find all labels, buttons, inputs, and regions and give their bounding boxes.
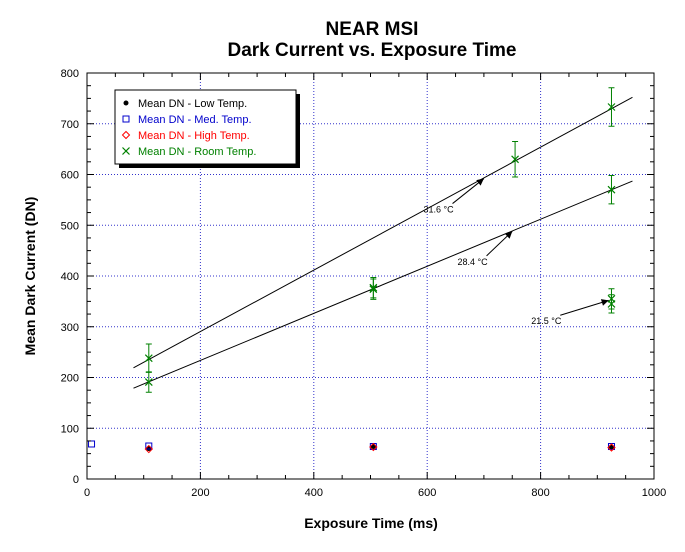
point-med-temp bbox=[88, 440, 96, 448]
y-tick-label: 0 bbox=[73, 474, 79, 486]
annotation-label: 21.5 °C bbox=[531, 316, 562, 326]
point-low-temp bbox=[123, 100, 129, 106]
point-room-temp bbox=[144, 378, 153, 386]
point-room-temp bbox=[144, 354, 153, 363]
y-tick-label: 300 bbox=[61, 322, 79, 334]
y-ticks: 0 100 200 300 400 500 600 700 800 bbox=[61, 68, 654, 486]
y-tick-label: 500 bbox=[61, 220, 79, 232]
annotation-label: 28.4 °C bbox=[457, 257, 488, 267]
legend-box bbox=[114, 89, 297, 165]
annotation-arrowhead bbox=[600, 299, 609, 306]
point-room-temp bbox=[122, 147, 130, 155]
chart-title: NEAR MSI bbox=[326, 19, 419, 40]
point-room-temp bbox=[369, 285, 378, 294]
legend-entry-label: Mean DN - Low Temp. bbox=[138, 98, 247, 110]
x-tick-label: 200 bbox=[191, 487, 209, 499]
x-tick-label: 1000 bbox=[642, 487, 666, 499]
point-high-temp bbox=[369, 442, 378, 452]
x-tick-label: 0 bbox=[84, 487, 90, 499]
legend-entry-label: Mean DN - High Temp. bbox=[138, 130, 250, 142]
point-high-temp bbox=[121, 130, 131, 140]
x-tick-label: 800 bbox=[531, 487, 549, 499]
y-tick-label: 700 bbox=[61, 119, 79, 131]
annotation-arrow bbox=[560, 299, 609, 316]
legend-entry-label: Mean DN - Room Temp. bbox=[138, 146, 256, 158]
y-tick-label: 800 bbox=[61, 68, 79, 80]
fit-lines bbox=[133, 96, 633, 389]
x-ticks: 0 200 400 600 800 1000 bbox=[84, 73, 666, 499]
point-high-temp bbox=[144, 444, 154, 454]
point-high-temp bbox=[607, 443, 616, 452]
y-tick-label: 600 bbox=[61, 170, 79, 182]
chart-subtitle: Dark Current vs. Exposure Time bbox=[228, 40, 517, 61]
y-tick-label: 400 bbox=[61, 271, 79, 283]
x-tick-label: 600 bbox=[418, 487, 436, 499]
fit-line bbox=[133, 180, 633, 389]
y-axis-label: Mean Dark Current (DN) bbox=[22, 197, 38, 356]
annotations: 31.6 °C 28.4 °C 21.5 °C bbox=[423, 178, 609, 326]
annotation-arrowhead bbox=[504, 231, 513, 239]
y-tick-label: 200 bbox=[61, 373, 79, 385]
point-med-temp bbox=[145, 442, 153, 450]
data-points bbox=[88, 87, 616, 454]
fit-line bbox=[133, 96, 633, 369]
y-tick-label: 100 bbox=[61, 423, 79, 435]
annotation-arrowhead bbox=[476, 178, 484, 186]
legend-entry-label: Mean DN - Med. Temp. bbox=[138, 114, 252, 126]
point-room-temp bbox=[607, 103, 616, 111]
x-tick-label: 400 bbox=[305, 487, 323, 499]
point-room-temp bbox=[511, 155, 520, 164]
annotation-label: 31.6 °C bbox=[423, 205, 454, 215]
x-axis-label: Exposure Time (ms) bbox=[304, 515, 438, 531]
point-med-temp bbox=[122, 115, 130, 123]
legend: Mean DN - Low Temp. Mean DN - Med. Temp. M… bbox=[114, 89, 300, 168]
point-room-temp bbox=[607, 299, 616, 308]
point-room-temp bbox=[607, 185, 616, 194]
